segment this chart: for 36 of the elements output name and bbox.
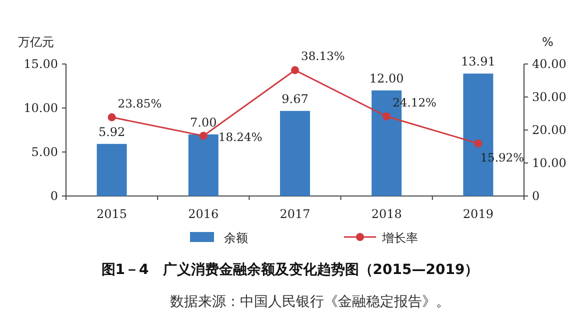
point <box>474 139 482 148</box>
data-label: 5.92 <box>98 124 126 139</box>
data-label: 18.24% <box>218 130 262 144</box>
y2-tick-label: 30.00 <box>532 90 566 104</box>
x-tick-label: 2016 <box>188 207 219 221</box>
y2-axis-title: % <box>542 35 554 49</box>
point <box>382 112 391 120</box>
y-tick-label: 10.00 <box>24 101 58 115</box>
data-label: 9.67 <box>282 92 308 106</box>
x-tick-label: 2017 <box>280 207 310 221</box>
x-tick-label: 2018 <box>371 207 402 221</box>
x-tick-label: 2015 <box>96 207 128 221</box>
data-label: 23.85% <box>118 96 162 110</box>
bar <box>280 110 310 196</box>
y-tick-label: 15.00 <box>24 57 58 71</box>
source-note: 数据来源：中国人民银行《金融稳定报告》。 <box>170 294 450 310</box>
bar <box>188 134 218 196</box>
y2-tick-label: 20.00 <box>532 123 566 137</box>
data-label: 13.91 <box>461 54 496 69</box>
data-label: 7.00 <box>190 115 217 130</box>
y-tick-label: 5.00 <box>31 145 58 159</box>
bar <box>96 144 127 196</box>
y2-tick-label: 0 <box>532 189 540 203</box>
data-label: 38.13% <box>301 49 345 64</box>
legend-label: 增长率 <box>381 231 418 245</box>
data-label: 12.00 <box>369 71 404 86</box>
y-axis-title: 万亿元 <box>18 35 54 49</box>
point <box>199 132 208 140</box>
y-tick-label: 0 <box>50 189 58 203</box>
y2-tick-label: 10.00 <box>532 156 566 170</box>
text: 图1－4 广义消费金融余额及变化趋势图（2015—2019） <box>101 261 479 278</box>
x-tick-label: 2019 <box>462 207 494 221</box>
y2-tick-label: 40.00 <box>532 57 566 71</box>
point <box>291 66 299 74</box>
legend-label: 余额 <box>224 231 248 245</box>
point <box>108 113 116 122</box>
